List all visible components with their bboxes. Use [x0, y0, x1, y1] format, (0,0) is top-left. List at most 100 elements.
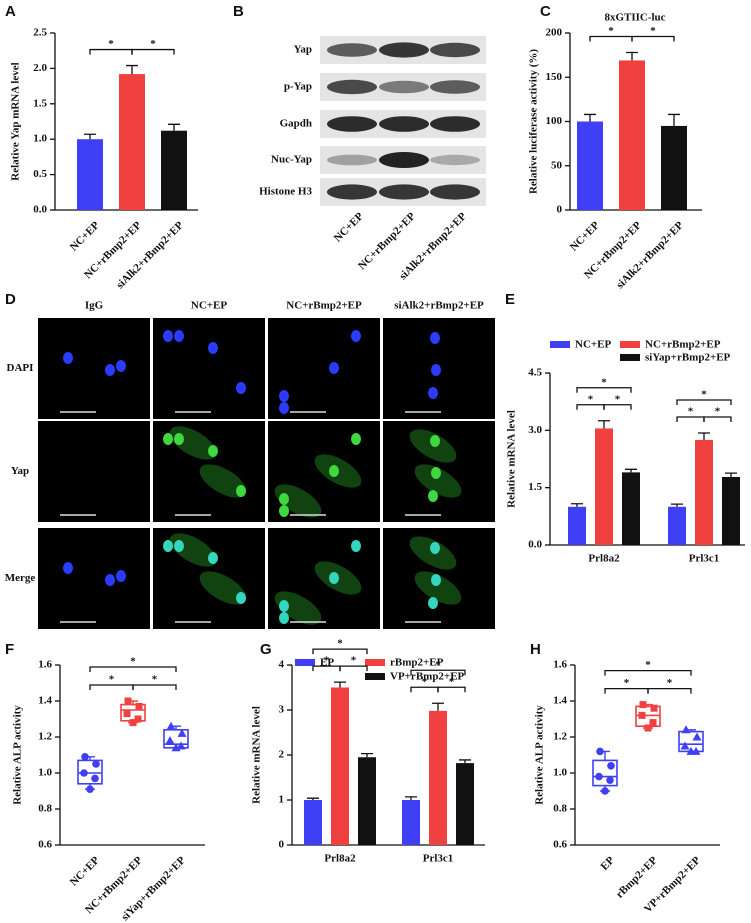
data-point [171, 743, 181, 752]
error-bar [625, 468, 637, 473]
data-point [638, 711, 646, 719]
significance-label: * [337, 638, 343, 650]
data-point [92, 760, 100, 768]
y-tick-label: 0 [279, 839, 285, 851]
y-tick-label: 3 [279, 704, 285, 716]
error-bar [626, 51, 638, 61]
nucleus [116, 360, 126, 372]
y-tick-label: 0.5 [33, 168, 47, 180]
data-point [86, 785, 94, 793]
nucleus [329, 362, 339, 374]
y-axis-label: Relative Yap mRNA level [10, 62, 22, 180]
significance-label: * [422, 676, 428, 688]
significance-label: * [130, 656, 136, 668]
nucleus [174, 433, 184, 445]
y-tick-label: 0.8 [553, 803, 567, 815]
nucleus [428, 387, 438, 399]
y-tick-label: 0.6 [38, 839, 52, 851]
data-point [596, 747, 604, 756]
significance-bracket [437, 686, 466, 693]
data-point [601, 787, 609, 795]
data-point [692, 732, 702, 741]
cytoplasm [414, 571, 462, 605]
data-point [639, 701, 647, 709]
data-point [166, 721, 176, 730]
y-axis-label: Relative mRNA level [506, 410, 518, 508]
nucleus [208, 552, 218, 564]
error-bar [459, 759, 471, 764]
significance-label: * [667, 677, 673, 689]
error-bar [725, 472, 737, 477]
significance-label: * [624, 677, 630, 689]
error-bar [671, 503, 683, 507]
data-point [123, 710, 131, 718]
data-point [644, 724, 652, 732]
y-axis-label: Relative mRNA level [251, 706, 263, 804]
nucleus [279, 402, 289, 414]
y-tick-label: 1.2 [38, 731, 52, 743]
significance-label: * [108, 38, 114, 50]
y-tick-label: 4 [279, 659, 285, 671]
y-tick-label: 2.5 [33, 27, 47, 39]
bar [577, 121, 603, 210]
significance-label: * [601, 376, 607, 388]
significance-label: * [109, 674, 115, 686]
nucleus [279, 612, 289, 624]
y-axis-label: Relative ALP activity [12, 705, 24, 805]
nucleus [105, 574, 115, 586]
nucleus [174, 540, 184, 552]
nucleus [430, 435, 440, 447]
panel-label: G [260, 641, 272, 658]
significance-label: * [645, 659, 651, 671]
significance-label: * [435, 659, 441, 671]
error-bar [668, 113, 680, 126]
data-point [80, 769, 88, 777]
y-axis-label: Relative ALP activity [534, 705, 546, 805]
panel-label: D [5, 291, 16, 308]
column-label: NC+EP [191, 300, 227, 312]
bar [358, 757, 376, 845]
chart-title: 8xGTIIC-luc [604, 12, 665, 24]
bar [331, 687, 349, 845]
nucleus [163, 433, 173, 445]
cytoplasm [274, 484, 322, 518]
error-bar [432, 702, 444, 711]
y-tick-label: 1 [279, 794, 285, 806]
micrograph [38, 318, 150, 419]
legend-label: rBmp2+EP [390, 657, 444, 669]
y-tick-label: 2 [279, 749, 285, 761]
x-tick-label: Prl8a2 [588, 553, 620, 565]
nucleus [329, 465, 339, 477]
blot-band [430, 184, 480, 200]
panel-label: B [233, 3, 244, 20]
micrograph [38, 528, 150, 629]
y-tick-label: 1.0 [38, 767, 52, 779]
bar [722, 476, 740, 545]
blot-band [430, 154, 480, 166]
nucleus [236, 485, 246, 497]
significance-bracket [703, 416, 732, 423]
data-point [650, 704, 658, 712]
significance-label: * [650, 25, 656, 37]
nucleus [236, 382, 246, 394]
y-tick-label: 1.0 [33, 133, 47, 145]
significance-label: * [688, 406, 694, 418]
y-tick-label: 0.6 [553, 839, 567, 851]
row-label: Yap [11, 465, 29, 477]
data-point [680, 741, 690, 750]
blot-row-label: Nuc-Yap [271, 154, 312, 166]
significance-label: * [324, 655, 330, 667]
blot-band [327, 116, 377, 132]
data-point [124, 697, 132, 705]
blot-band [379, 116, 429, 132]
significance-bracket [631, 35, 675, 42]
legend-swatch [620, 341, 640, 348]
blot-band [379, 80, 429, 94]
error-bar [598, 420, 610, 429]
significance-label: * [449, 676, 455, 688]
legend-swatch [365, 673, 385, 680]
significance-label: * [588, 393, 594, 405]
nucleus [63, 352, 73, 364]
data-point [81, 753, 89, 761]
legend-swatch [550, 341, 570, 348]
